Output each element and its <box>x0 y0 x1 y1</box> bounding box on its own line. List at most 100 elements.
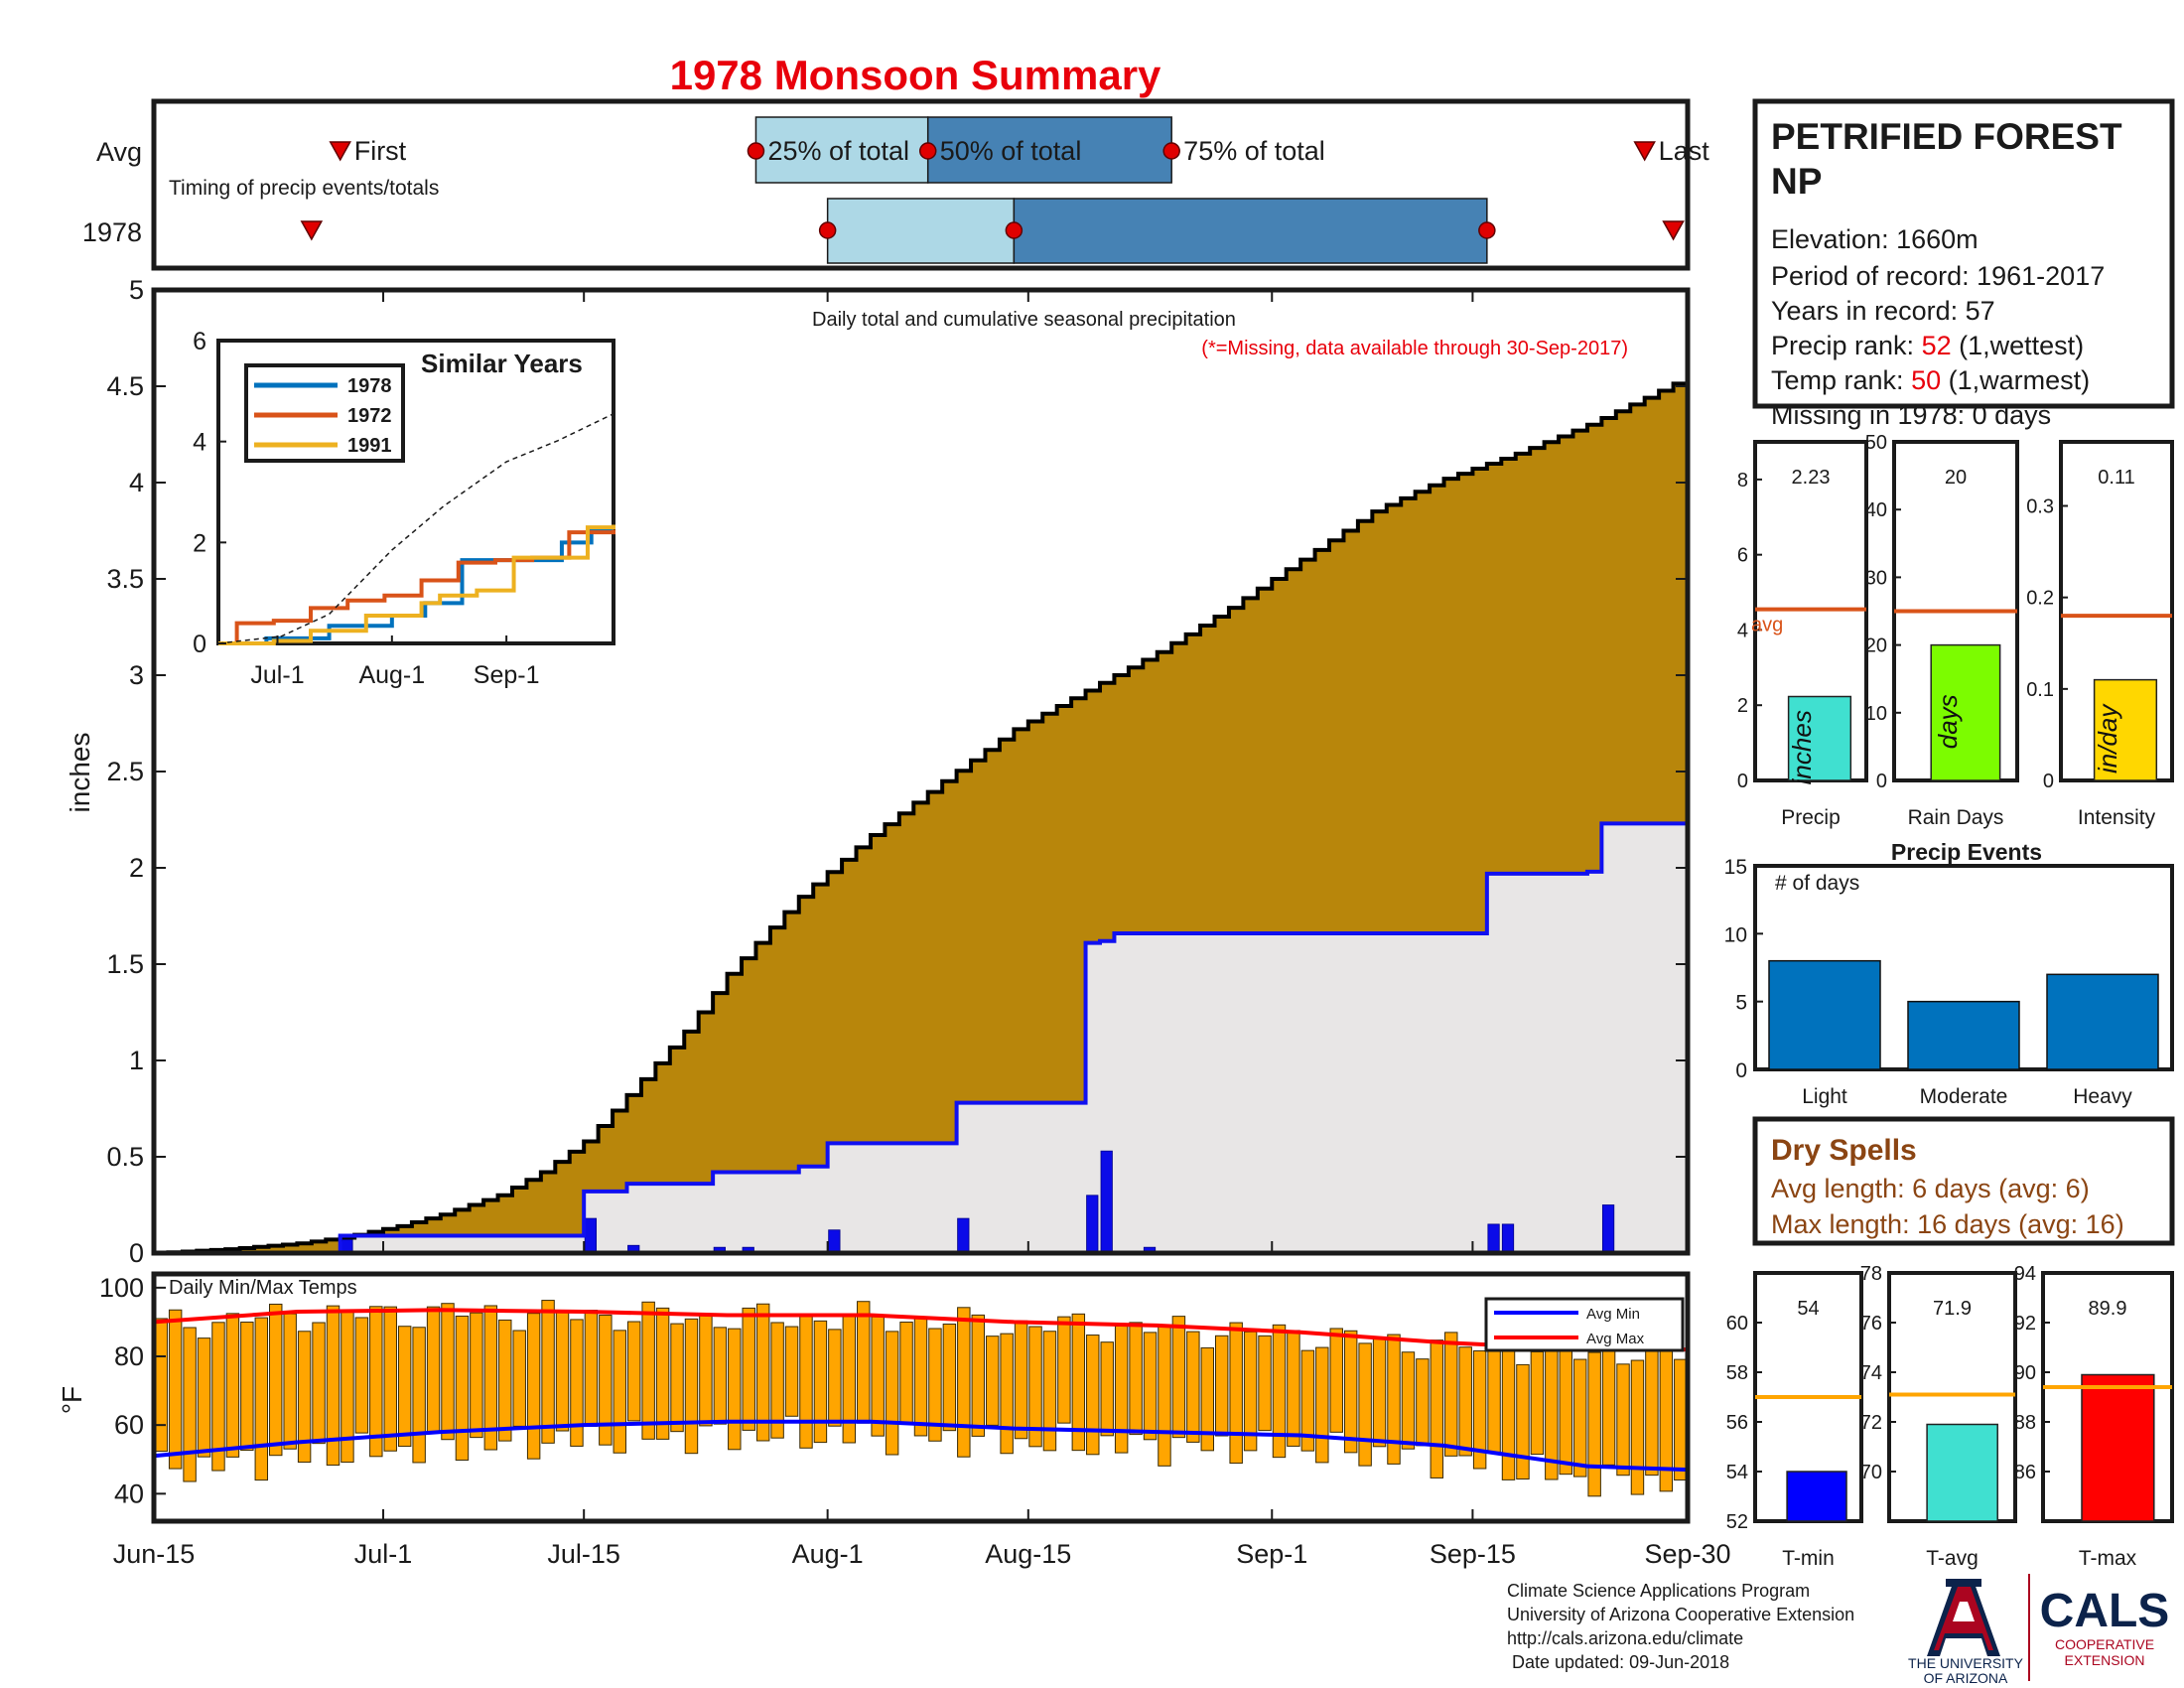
tmax-y-tick-label: 90 <box>2014 1362 2036 1384</box>
main-y-tick-label: 3 <box>129 660 144 690</box>
daily-temp-bar <box>1372 1336 1387 1448</box>
daily-temp-bar <box>570 1319 584 1447</box>
daily-temp-bar <box>728 1328 742 1451</box>
dry-spells-frame <box>1752 1116 2175 1246</box>
daily-temp-bar <box>1387 1334 1401 1465</box>
precip_total-y-tick-label: 4 <box>1737 620 1748 641</box>
daily-temp-bar <box>885 1331 899 1456</box>
daily-temp-bar <box>1287 1330 1300 1447</box>
info-temp-rank: Temp rank: 50 (1,warmest) <box>1771 365 2090 395</box>
inset-x-tick-label: Jul-1 <box>250 661 304 689</box>
main-note-2: (*=Missing, data available through 30-Se… <box>1201 338 1628 359</box>
tmin-chart: 52 54 56 58 60 54 T-min <box>1726 1271 1863 1570</box>
dry-spells-max-length: Max length: 16 days (avg: 16) <box>1771 1209 2124 1239</box>
ua-logo-a-top <box>1946 1579 1981 1587</box>
timing-triangle-marker-y1978-last <box>1662 220 1685 241</box>
ua-logo-text-2: OF ARIZONA <box>1924 1670 2008 1686</box>
daily-temp-bar <box>1487 1341 1501 1453</box>
daily-temp-bar <box>154 1318 168 1453</box>
daily-temp-bar <box>641 1301 655 1440</box>
precip-events-chart: 0 5 10 15 Light Moderate Heavy Precip Events #… <box>1724 839 2174 1108</box>
daily-temp-bar <box>1587 1351 1601 1497</box>
precip_total-chart: 0 2 4 6 8 2.23 Precip inches avg <box>1737 440 1868 829</box>
inset-legend-label-1972: 1972 <box>347 405 392 427</box>
temp-y-axis-label: °F <box>57 1386 87 1414</box>
station-name-line-2: NP <box>1771 161 1822 202</box>
daily-temp-bar <box>1114 1326 1129 1454</box>
daily-temp-bar <box>699 1314 713 1427</box>
daily-temp-bar <box>626 1321 641 1422</box>
info-missing: Missing in 1978: 0 days <box>1771 400 2051 430</box>
intensity-category-label: Intensity <box>2078 806 2156 829</box>
x-tick-label: Sep-1 <box>1236 1539 1307 1569</box>
similar-years-inset: 0 2 4 6 Jul-1 Aug-1 Sep-1 1978 1972 1991 Similar … <box>193 328 615 689</box>
daily-temp-bar <box>1329 1328 1343 1433</box>
daily-temp-bar <box>899 1322 913 1425</box>
daily-temp-bar <box>1300 1349 1315 1452</box>
daily-temp-bar <box>383 1306 397 1452</box>
daily-temp-bar <box>770 1322 784 1439</box>
tmax-bar <box>2081 1373 2155 1522</box>
tavg-value-label: 71.9 <box>1933 1298 1972 1320</box>
daily-temp-bar <box>168 1309 183 1470</box>
inset-title: Similar Years <box>421 349 583 378</box>
daily-temp-bar <box>928 1328 942 1442</box>
footer-line-4: Date updated: 09-Jun-2018 <box>1507 1652 1729 1672</box>
tmin-category-label: T-min <box>1782 1547 1835 1570</box>
daily-temp-bar <box>599 1315 613 1446</box>
daily-temp-bar <box>483 1305 498 1451</box>
daily-temp-bar <box>684 1318 699 1455</box>
temp-y-tick-label: 100 <box>99 1273 144 1303</box>
daily-temp-bar <box>1501 1350 1516 1480</box>
university-of-arizona-logo: THE UNIVERSITY OF ARIZONA <box>1908 1579 2024 1686</box>
intensity-y-tick-label: 0 <box>2043 771 2054 792</box>
figure-title: 1978 Monsoon Summary <box>670 52 1161 98</box>
tmin-value-label: 54 <box>1797 1298 1819 1320</box>
info-period: Period of record: 1961-2017 <box>1771 261 2105 291</box>
daily-temp-bar <box>1458 1346 1472 1457</box>
cals-logo: CALS COOPERATIVE EXTENSION <box>2040 1585 2170 1668</box>
legend-label-avg-max: Avg Max <box>1586 1331 1645 1347</box>
footer: Climate Science Applications Program Uni… <box>1507 1574 2169 1686</box>
precip-events-ylabel: # of days <box>1775 872 1859 895</box>
daily-temp-bar <box>1143 1332 1158 1441</box>
avg-max-line <box>153 1308 1688 1352</box>
daily-temp-bar <box>1559 1344 1572 1476</box>
events-bar-moderate <box>1907 1000 2020 1070</box>
timing-box-q2-avg <box>926 116 1172 184</box>
temp-chart: 40 60 80 100 Jun-15 Jul-1 Jul-15 Aug-1 Aug-15 Sep… <box>57 1271 1731 1569</box>
rain_days-y-tick-label: 30 <box>1865 567 1887 589</box>
daily-temp-bar <box>1444 1332 1458 1457</box>
main-y-tick-label: 1 <box>129 1046 144 1075</box>
intensity-y-tick-label: 0.1 <box>2026 679 2054 701</box>
daily-temp-bar <box>799 1315 813 1449</box>
main-y-tick-label: 1.5 <box>106 949 144 979</box>
x-tick-label: Aug-1 <box>792 1539 864 1569</box>
tmax-y-tick-label: 88 <box>2014 1412 2036 1434</box>
inset-average-line <box>217 413 614 644</box>
timing-percentile-marker-y1978-1 <box>818 221 837 239</box>
timing-annotation: Timing of precip events/totals <box>169 177 439 200</box>
tavg-y-tick-label: 72 <box>1860 1412 1882 1434</box>
daily-temp-bar <box>426 1306 441 1433</box>
rain_days-category-label: Rain Days <box>1908 806 2004 829</box>
timing-label-first: First <box>354 136 407 166</box>
timing-row-label-avg: Avg <box>96 137 142 167</box>
station-name-line-1: PETRIFIED FOREST <box>1771 116 2122 157</box>
info-elevation: Elevation: 1660m <box>1771 224 1979 254</box>
precip-events-title: Precip Events <box>1891 839 2042 865</box>
dry-spells-avg-length: Avg length: 6 days (avg: 6) <box>1771 1174 2090 1203</box>
temp-y-tick-label: 80 <box>114 1341 144 1371</box>
footer-line-3: http://cals.arizona.edu/climate <box>1507 1628 1743 1648</box>
daily-temp-bar <box>197 1337 211 1458</box>
main-precip-chart: 0 0.5 1 1.5 2 2.5 3 3.5 4 4.5 5 Daily total and cu… <box>65 275 1691 1268</box>
precip_total-y-tick-label: 8 <box>1737 470 1748 492</box>
daily-temp-bar <box>1028 1326 1042 1448</box>
inset-y-tick-label: 4 <box>193 429 206 457</box>
info-box-frame <box>1752 98 2175 409</box>
events-category-label: Moderate <box>1920 1085 2008 1108</box>
tmin-y-tick-label: 52 <box>1726 1511 1748 1533</box>
timing-percentile-marker-y1978-2 <box>1005 221 1024 239</box>
daily-temp-bar <box>1129 1322 1143 1436</box>
main-y-tick-label: 0.5 <box>106 1142 144 1172</box>
